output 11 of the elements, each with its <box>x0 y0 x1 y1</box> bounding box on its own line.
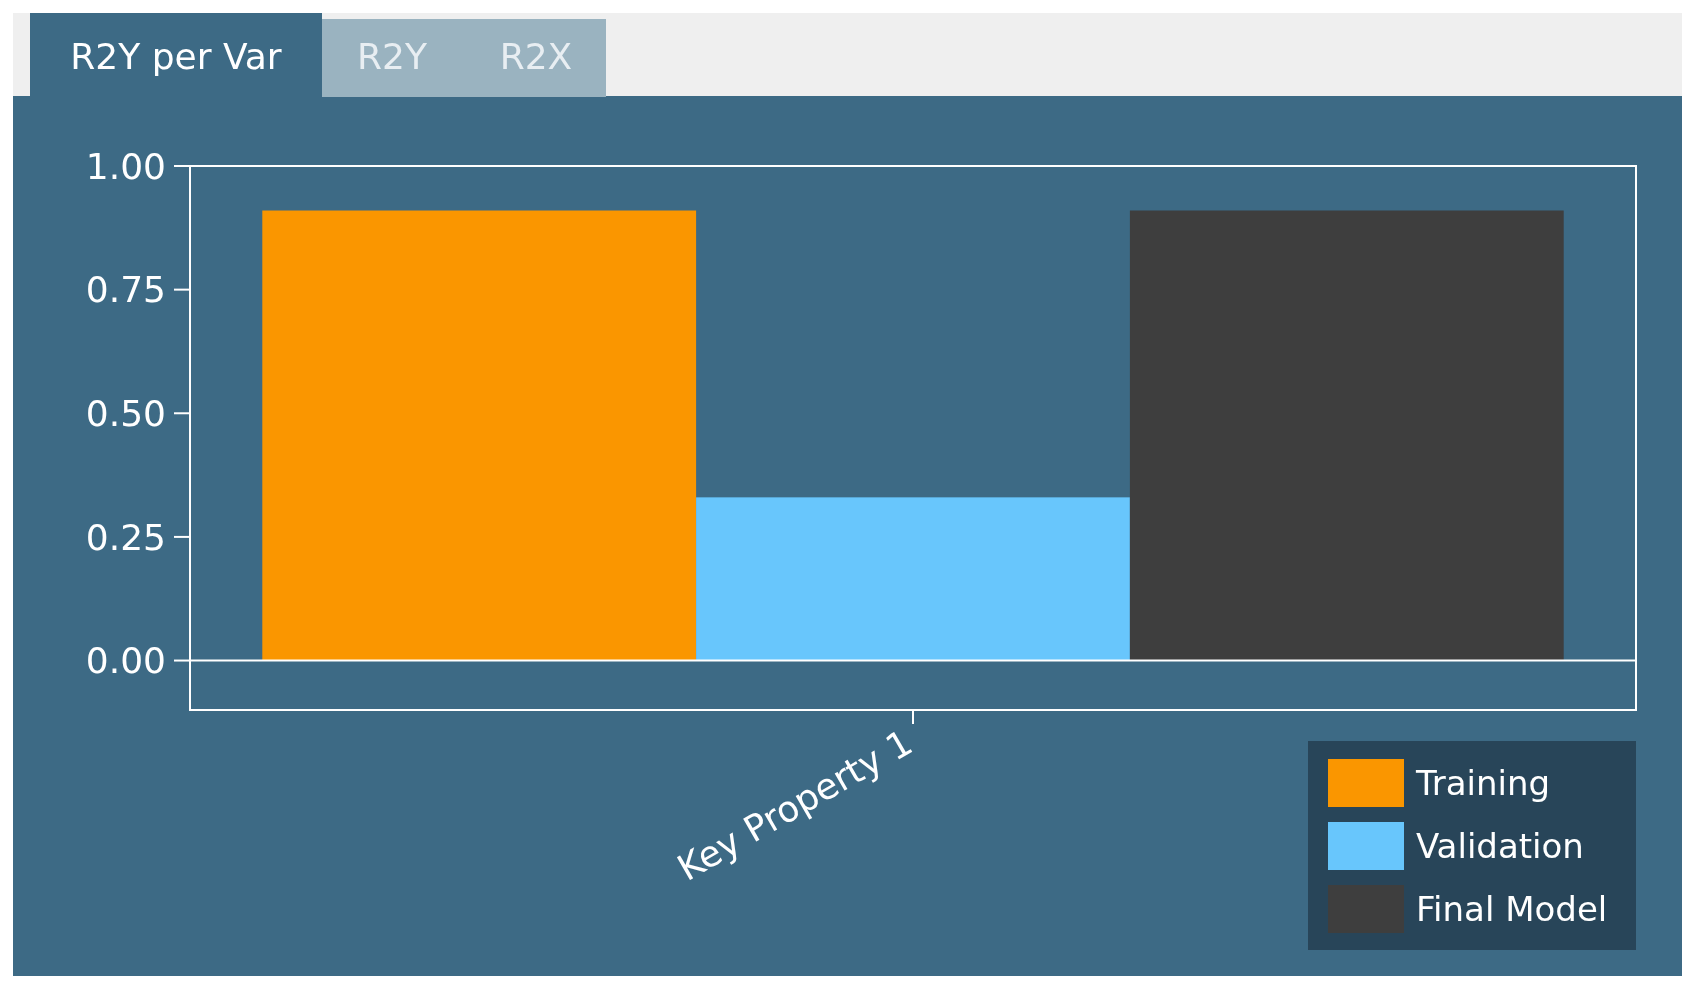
legend-label: Final Model <box>1416 888 1608 929</box>
text: R2Y per Var <box>70 36 282 77</box>
legend-label: Training <box>1415 762 1551 803</box>
y-tick-label: 0.75 <box>85 269 166 311</box>
legend-label: Validation <box>1416 825 1584 866</box>
y-tick-label: 0.50 <box>85 392 166 434</box>
text: R2X <box>499 36 573 77</box>
y-tick-label: 0.25 <box>85 516 166 558</box>
y-tick-label: 1.00 <box>85 145 166 187</box>
y-tick-label: 0.00 <box>85 640 166 682</box>
text: R2Y <box>357 36 428 77</box>
